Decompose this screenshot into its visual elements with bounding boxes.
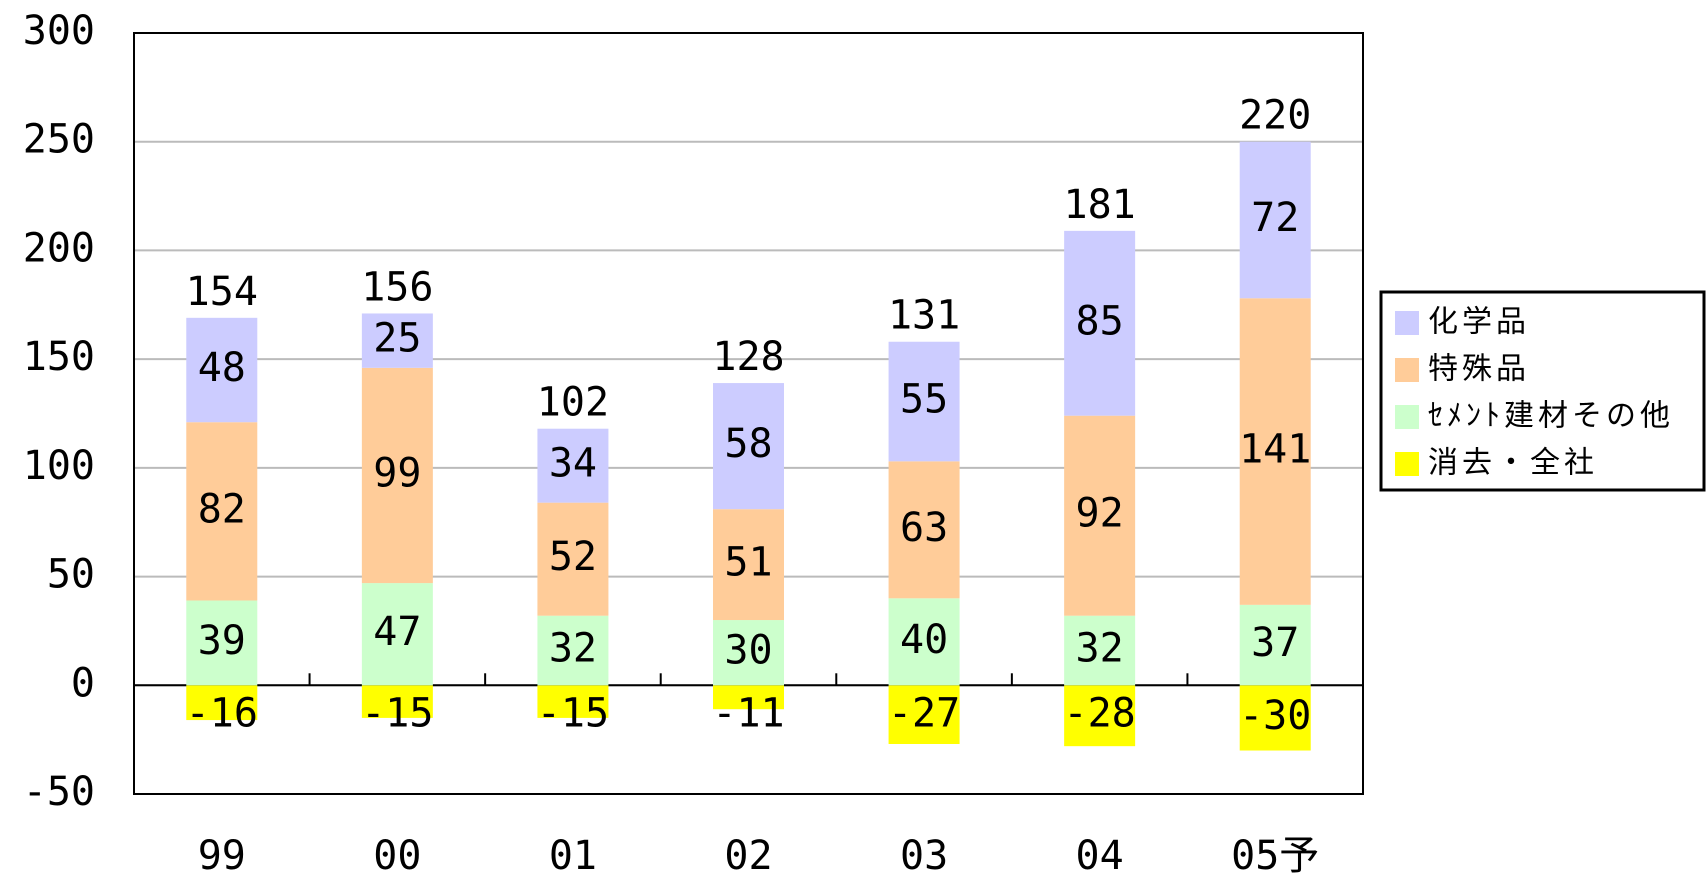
legend-swatch	[1395, 358, 1419, 382]
data-label: 47	[373, 609, 421, 655]
total-label: 181	[1064, 182, 1136, 228]
bar-segment	[186, 600, 258, 686]
bar-segment	[186, 422, 258, 601]
data-label: 72	[1251, 195, 1299, 241]
bar-segment	[1239, 298, 1311, 605]
x-tick-label: 99	[198, 833, 246, 879]
bar-segment	[713, 383, 784, 510]
bar-segment	[1239, 604, 1311, 686]
data-label: 30	[724, 628, 772, 674]
data-label: 99	[373, 450, 421, 496]
legend-label: 消去・全社	[1428, 446, 1598, 481]
data-label: 82	[198, 486, 246, 532]
x-tick-label: 04	[1076, 833, 1124, 879]
bar-segment	[537, 502, 609, 616]
data-label: 141	[1239, 427, 1311, 473]
bar-segment	[537, 615, 609, 686]
bar-segment	[361, 583, 433, 686]
total-label: 128	[712, 334, 784, 380]
legend-swatch	[1395, 311, 1419, 335]
total-label: 154	[186, 269, 258, 315]
data-label: 63	[900, 505, 948, 551]
data-label: -28	[1064, 691, 1136, 737]
bar-segment	[186, 685, 258, 721]
y-tick-label: 0	[71, 660, 95, 706]
data-label: -11	[712, 690, 784, 736]
legend-swatch	[1395, 452, 1419, 476]
data-label: 32	[1076, 625, 1124, 671]
bar-segment	[1239, 141, 1311, 299]
bar-segment	[888, 461, 960, 599]
legend-label: 化学品	[1428, 305, 1530, 340]
data-label: 48	[198, 345, 246, 391]
x-tick-label: 01	[549, 833, 597, 879]
data-label: 32	[549, 625, 597, 671]
bar-segment	[713, 685, 784, 710]
y-tick-label: 200	[23, 225, 95, 271]
plot-frame	[133, 32, 1364, 795]
bar-segment	[713, 620, 784, 686]
data-label: 37	[1251, 620, 1299, 666]
bar-segment	[713, 509, 784, 621]
legend-label: 特殊品	[1428, 352, 1530, 387]
bar-segment	[537, 685, 609, 718]
bar-segment	[1064, 230, 1136, 416]
y-tick-label: 100	[23, 443, 95, 489]
data-label: -15	[537, 690, 609, 736]
data-label: -27	[888, 690, 960, 736]
data-label: 92	[1076, 491, 1124, 537]
bar-segment	[1239, 685, 1311, 751]
x-tick-label: 05予	[1231, 833, 1319, 879]
grid	[133, 32, 1364, 795]
bar-segment	[361, 313, 433, 368]
bar-segment	[1064, 415, 1136, 616]
data-label: 58	[724, 421, 772, 467]
data-label: -16	[186, 690, 258, 736]
data-label: 85	[1076, 298, 1124, 344]
total-label: 156	[361, 264, 433, 310]
legend-box	[1379, 290, 1706, 492]
bar-segment	[1064, 615, 1136, 686]
bar-segment	[361, 685, 433, 718]
labels: -50 0 50 100 150 200 250 300 99 -16 39 82 48 154 00 -15…	[23, 8, 1320, 879]
total-label: 102	[537, 380, 609, 426]
y-tick-label: -50	[23, 769, 95, 815]
data-label: 25	[373, 316, 421, 362]
data-label: 34	[549, 441, 597, 487]
bar-segment	[1064, 685, 1136, 747]
y-tick-label: 300	[23, 8, 95, 54]
data-label: -30	[1239, 693, 1311, 739]
data-label: 55	[900, 377, 948, 423]
x-tick-label: 02	[724, 833, 772, 879]
x-tick-label: 00	[373, 833, 421, 879]
bar-segment	[888, 685, 960, 744]
legend-label: ｾﾒﾝﾄ建材その他	[1428, 399, 1674, 434]
bar-segment	[888, 598, 960, 686]
data-label: 51	[724, 540, 772, 586]
legend-swatch	[1395, 405, 1419, 429]
data-label: 52	[549, 534, 597, 580]
total-label: 131	[888, 293, 960, 339]
data-label: -15	[361, 690, 433, 736]
total-label: 220	[1239, 93, 1311, 139]
y-tick-label: 50	[47, 552, 95, 598]
x-tick-label: 03	[900, 833, 948, 879]
y-tick-label: 150	[23, 334, 95, 380]
bar-segment	[361, 367, 433, 584]
data-label: 39	[198, 618, 246, 664]
bars	[186, 141, 1311, 751]
bar-segment	[537, 428, 609, 503]
data-label: 40	[900, 617, 948, 663]
y-tick-label: 250	[23, 117, 95, 163]
bar-segment	[888, 341, 960, 462]
bar-segment	[186, 317, 258, 423]
